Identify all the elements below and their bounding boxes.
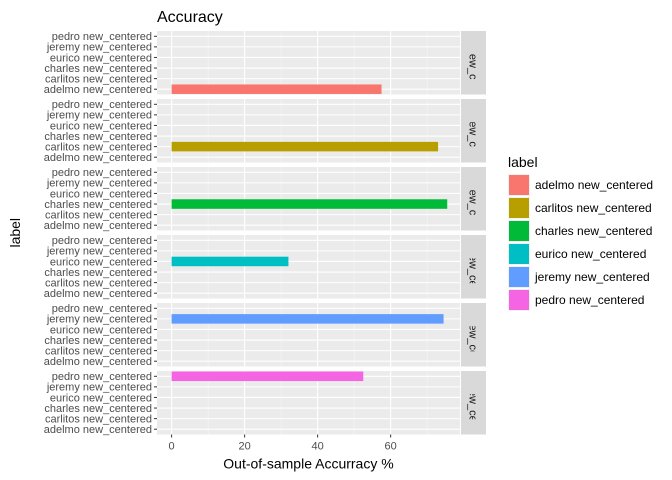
legend-item: jeremy new_centered: [508, 266, 650, 288]
y-tick-label: adelmo new_centered: [44, 220, 152, 232]
y-tick-label: eurico new_centered: [50, 188, 152, 200]
y-tick-label: carlitos new_centered: [45, 209, 152, 221]
y-tick-label: carlitos new_centered: [45, 73, 152, 85]
x-tick-label: 20: [238, 441, 250, 453]
legend-swatch: [509, 221, 529, 241]
legend: label adelmo new_centered carlitos new_cen…: [508, 154, 653, 311]
legend-label: jeremy new_centered: [534, 270, 650, 284]
y-tick-label: jeremy new_centered: [46, 178, 152, 190]
y-tick-label: pedro new_centered: [52, 303, 152, 315]
facet-strip-label: adelmo new_centered: [467, 9, 479, 117]
legend-title: label: [508, 154, 538, 170]
y-tick-label: eurico new_centered: [50, 52, 152, 64]
legend-label: adelmo new_centered: [535, 178, 653, 192]
y-tick-label: charles new_centered: [44, 335, 152, 347]
facet-strip: [461, 167, 486, 231]
bar: [171, 84, 382, 94]
panel-background: [157, 371, 460, 435]
y-tick-label: jeremy new_centered: [46, 110, 152, 122]
bar: [171, 199, 448, 209]
y-tick-label: charles new_centered: [44, 267, 152, 279]
y-tick-label: charles new_centered: [44, 199, 152, 211]
y-tick-label: adelmo new_centered: [44, 84, 152, 96]
facet-strip-label: carlitos new_centered: [467, 77, 479, 184]
panel-background: [157, 31, 460, 95]
facet-strip-label: pedro new_centered: [467, 353, 479, 453]
legend-label: charles new_centered: [535, 224, 652, 238]
x-tick-label: 40: [312, 441, 324, 453]
facet-strip: [461, 99, 486, 163]
legend-item: eurico new_centered: [508, 243, 646, 265]
y-tick-label: eurico new_centered: [50, 256, 152, 268]
y-tick-label: pedro new_centered: [52, 99, 152, 111]
legend-swatch: [509, 290, 529, 310]
y-tick-label: carlitos new_centered: [45, 277, 152, 289]
y-tick-label: adelmo new_centered: [44, 152, 152, 164]
y-tick-label: pedro new_centered: [52, 167, 152, 179]
y-tick-label: jeremy new_centered: [46, 246, 152, 258]
legend-item: adelmo new_centered: [508, 174, 653, 196]
facet-strip-label: jeremy new_centered: [467, 281, 479, 387]
bar: [171, 256, 289, 267]
x-tick-label: 60: [385, 441, 397, 453]
y-tick-label: carlitos new_centered: [45, 413, 152, 425]
y-tick-label: carlitos new_centered: [45, 141, 152, 153]
legend-swatch: [509, 244, 529, 264]
legend-label: pedro new_centered: [535, 293, 644, 307]
y-tick-label: carlitos new_centered: [45, 345, 152, 357]
y-tick-label: charles new_centered: [44, 131, 152, 143]
legend-item: carlitos new_centered: [508, 197, 652, 219]
y-tick-label: jeremy new_centered: [46, 382, 152, 394]
legend-item: pedro new_centered: [508, 289, 644, 311]
panel-background: [157, 303, 460, 367]
y-tick-label: eurico new_centered: [50, 324, 152, 336]
y-tick-label: adelmo new_centered: [44, 288, 152, 300]
y-tick-label: charles new_centered: [44, 63, 152, 75]
facet-strip: [461, 303, 486, 367]
facet-strip-label: charles new_centered: [467, 145, 479, 253]
y-tick-label: pedro new_centered: [52, 235, 152, 247]
facet-strip: [461, 31, 486, 95]
bar: [171, 141, 439, 152]
bar: [171, 314, 444, 324]
facet-strip: [461, 371, 486, 435]
x-axis: 0 20 40 60: [169, 434, 397, 453]
legend-label: eurico new_centered: [535, 247, 646, 261]
legend-swatch: [509, 198, 529, 218]
panel-background: [157, 167, 460, 231]
bar: [171, 371, 364, 382]
y-tick-label: charles new_centered: [44, 403, 152, 415]
legend-item: charles new_centered: [508, 220, 652, 242]
legend-label: carlitos new_centered: [535, 201, 652, 215]
y-tick-label: pedro new_centered: [52, 371, 152, 383]
legend-swatch: [509, 267, 529, 287]
y-tick-label: eurico new_centered: [50, 120, 152, 132]
x-axis-title: Out-of-sample Accurracy %: [223, 456, 393, 472]
y-tick-label: adelmo new_centered: [44, 356, 152, 368]
panel-background: [157, 99, 460, 163]
y-tick-label: jeremy new_centered: [46, 314, 152, 326]
y-tick-label: jeremy new_centered: [46, 42, 152, 54]
panel-background: [157, 235, 460, 299]
y-tick-label: adelmo new_centered: [44, 424, 152, 436]
y-tick-label: eurico new_centered: [50, 392, 152, 404]
x-tick-label: 0: [169, 441, 175, 453]
chart-title: Accuracy: [157, 9, 223, 26]
facet-strip: [461, 235, 486, 299]
y-tick-label: pedro new_centered: [52, 31, 152, 43]
facet-strip-label: eurico new_centered: [467, 216, 479, 318]
y-axis-title: label: [7, 218, 23, 248]
legend-swatch: [509, 175, 529, 195]
